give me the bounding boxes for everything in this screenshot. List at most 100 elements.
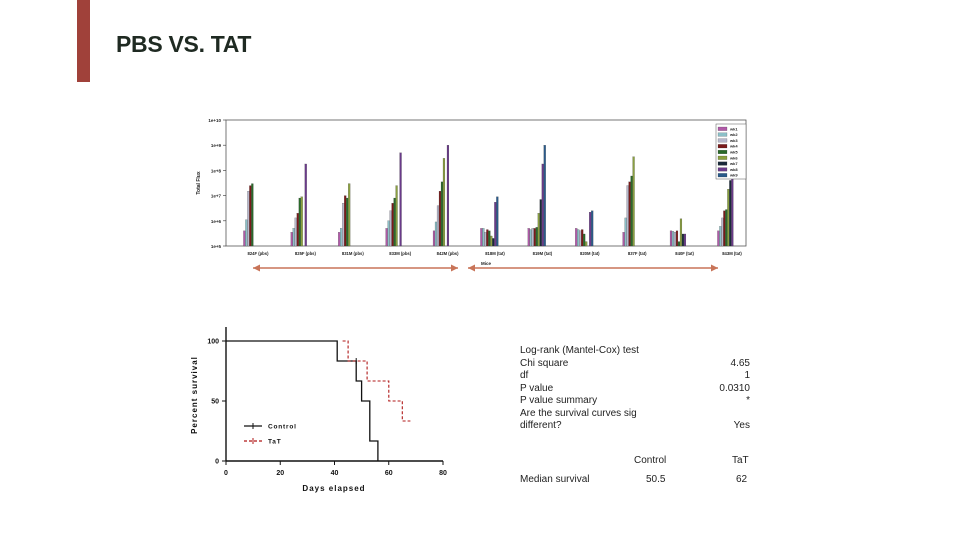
bar	[535, 227, 538, 247]
stats-row-value: 4.65	[730, 357, 750, 369]
bar	[723, 210, 726, 247]
bar	[579, 230, 582, 247]
stats-row-label: P value	[520, 382, 554, 394]
x-tick-label: 40	[331, 470, 339, 477]
stats-table: Log-rank (Mantel-Cox) test Chi square 4.65…	[520, 345, 750, 433]
bar	[585, 241, 588, 247]
legend-swatch	[717, 126, 728, 131]
median-tat-value: 62	[736, 474, 748, 485]
bar	[399, 152, 402, 247]
bar	[391, 203, 394, 247]
bar	[346, 197, 349, 247]
bar	[440, 181, 444, 247]
x-tick-label: 843M (tat)	[722, 251, 742, 256]
median-col-tat: TaT	[732, 455, 749, 466]
bar	[251, 183, 254, 247]
bar	[243, 230, 246, 247]
title-accent-bar	[77, 0, 90, 82]
legend-swatch	[717, 173, 728, 178]
x-tick-label: 60	[385, 470, 393, 477]
bar	[490, 235, 493, 247]
stats-question-answer: Yes	[733, 420, 750, 431]
legend-label: wk6	[729, 155, 738, 160]
y-tick-label: 50	[211, 399, 219, 406]
bar	[624, 217, 627, 247]
legend-swatch	[717, 161, 728, 166]
survival-curve-control	[226, 340, 379, 461]
bar	[527, 228, 530, 247]
bar	[348, 183, 351, 247]
x-tick-label: 820M (tat)	[580, 251, 600, 256]
bar	[385, 228, 388, 247]
y-tick-label: 100	[207, 339, 219, 346]
x-axis-label: Days elapsed	[302, 484, 365, 493]
y-axis-label: Percent survival	[190, 356, 199, 434]
bar	[296, 213, 299, 247]
pbs-group-arrow-head-left	[253, 264, 260, 272]
bar	[290, 232, 293, 247]
pbs-group-arrow-head-right	[451, 264, 458, 272]
legend-swatch	[717, 132, 728, 137]
bar	[247, 191, 250, 247]
x-tick-label: 80	[439, 470, 447, 477]
legend-label: wk7	[729, 161, 738, 166]
y-tick-label: 1e+9	[211, 143, 222, 148]
bar	[393, 197, 396, 247]
bar	[673, 232, 677, 247]
bar	[340, 228, 343, 247]
x-tick-label: 818M (tat)	[485, 251, 505, 256]
bar	[486, 229, 489, 247]
survival-chart: 0 50 100 0 20 40 60 80 Days elapsed Percent survi…	[190, 327, 447, 493]
x-axis-label: Mice	[481, 261, 492, 266]
y-tick-label: 1e+6	[211, 219, 222, 224]
x-tick-label: 837F (tat)	[628, 251, 647, 256]
bar	[387, 220, 390, 247]
bar	[436, 205, 440, 247]
bar	[679, 218, 683, 247]
stats-row: P value summary *	[520, 395, 750, 408]
bar	[245, 219, 248, 247]
x-tick-label: 824F (pbs)	[248, 251, 270, 256]
stats-row: Chi square 4.65	[520, 358, 750, 371]
bar	[630, 175, 633, 247]
bar	[717, 230, 720, 247]
stats-row-label: Chi square	[520, 357, 569, 369]
bar	[488, 230, 491, 247]
legend-label: wk3	[729, 138, 738, 143]
y-axis-label: Total Flux	[196, 171, 202, 194]
x-tick-label: 0	[224, 470, 228, 477]
bar	[589, 212, 592, 247]
bar	[496, 196, 499, 247]
stats-row: P value 0.0310	[520, 383, 750, 396]
bar	[531, 228, 534, 247]
bar	[338, 232, 341, 247]
bar	[681, 233, 685, 247]
legend-swatch	[717, 167, 728, 172]
y-tick-label: 0	[215, 459, 219, 466]
survival-curve-tat	[342, 340, 411, 422]
bar	[541, 163, 544, 247]
y-tick-label: 1e+8	[211, 168, 222, 173]
y-tick-label: 1e+7	[211, 194, 222, 199]
bar	[249, 185, 252, 247]
stats-row: df 1	[520, 370, 750, 383]
bar	[344, 195, 347, 247]
slide-title: PBS VS. TAT	[116, 31, 252, 57]
bar	[727, 189, 730, 247]
median-control-value: 50.5	[646, 474, 666, 485]
bar	[671, 231, 675, 247]
bar	[294, 217, 297, 247]
bar	[342, 203, 345, 247]
bar	[432, 230, 436, 247]
median-label: Median survival	[520, 474, 590, 485]
x-tick-label: 831M (pbs)	[342, 251, 364, 256]
bar	[583, 233, 586, 247]
stats-row-label: P value summary	[520, 395, 598, 406]
bar	[389, 210, 392, 247]
bar	[298, 197, 301, 247]
stats-row-label: df	[520, 370, 529, 381]
legend-label: Control	[268, 424, 297, 431]
bar	[442, 158, 446, 247]
y-tick-label: 1e+10	[208, 118, 221, 123]
legend-swatch	[717, 155, 728, 160]
